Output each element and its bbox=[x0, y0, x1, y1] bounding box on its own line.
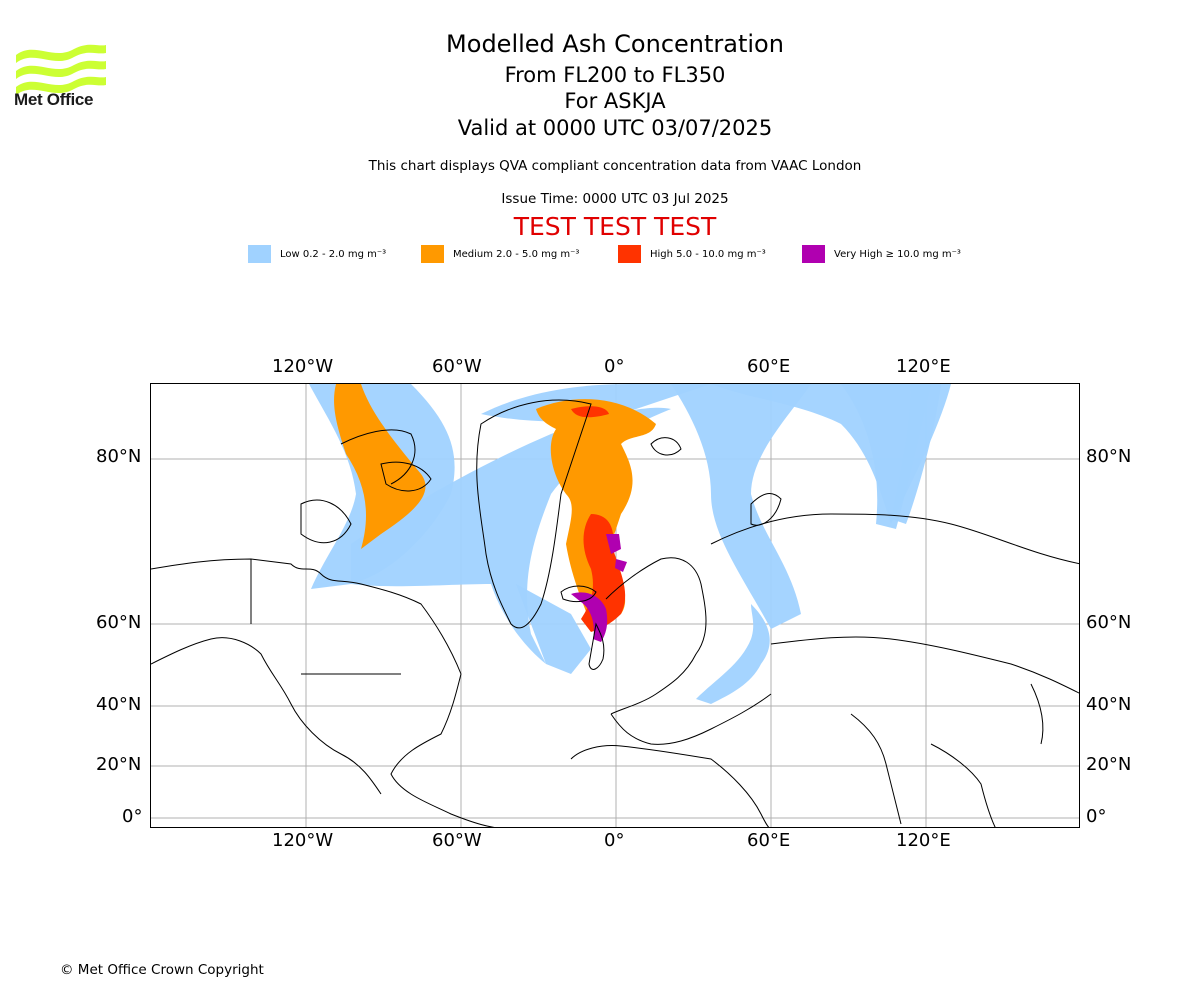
legend-swatch-medium bbox=[421, 245, 444, 263]
copyright-text: © Met Office Crown Copyright bbox=[60, 962, 264, 978]
lon-label-top-60e: 60°E bbox=[747, 356, 791, 377]
lat-label-right-0: 0° bbox=[1086, 806, 1107, 827]
lat-label-right-40n: 40°N bbox=[1086, 694, 1132, 715]
lat-label-right-80n: 80°N bbox=[1086, 446, 1132, 467]
map-coastlines bbox=[151, 399, 1079, 827]
lat-label-left-80n: 80°N bbox=[96, 446, 142, 467]
legend-swatch-very-high bbox=[802, 245, 825, 263]
lat-label-right-60n: 60°N bbox=[1086, 612, 1132, 633]
legend-item-very-high: Very High ≥ 10.0 mg m⁻³ bbox=[802, 244, 961, 264]
ash-map bbox=[150, 383, 1080, 828]
legend-swatch-high bbox=[618, 245, 641, 263]
subtitle-volcano: For ASKJA bbox=[564, 89, 666, 113]
met-office-logo-icon bbox=[16, 44, 106, 95]
chart-description: This chart displays QVA compliant concen… bbox=[368, 158, 862, 174]
legend-label-very-high: Very High ≥ 10.0 mg m⁻³ bbox=[834, 248, 961, 260]
lon-label-bottom-60w: 60°W bbox=[432, 830, 482, 851]
test-banner: TEST TEST TEST bbox=[513, 212, 717, 241]
legend-item-low: Low 0.2 - 2.0 mg m⁻³ bbox=[248, 244, 386, 264]
legend-item-medium: Medium 2.0 - 5.0 mg m⁻³ bbox=[421, 244, 579, 264]
ash-medium-concentration bbox=[334, 384, 656, 624]
lat-label-left-60n: 60°N bbox=[96, 612, 142, 633]
lon-label-bottom-120e: 120°E bbox=[896, 830, 951, 851]
lon-label-top-60w: 60°W bbox=[432, 356, 482, 377]
lat-label-left-0: 0° bbox=[122, 806, 143, 827]
lon-label-top-0: 0° bbox=[604, 356, 625, 377]
legend-swatch-low bbox=[248, 245, 271, 263]
lon-label-bottom-60e: 60°E bbox=[747, 830, 791, 851]
lon-label-top-120w: 120°W bbox=[272, 356, 334, 377]
ash-map-svg bbox=[151, 384, 1079, 827]
map-gridlines bbox=[151, 384, 1079, 827]
subtitle-flight-levels: From FL200 to FL350 bbox=[504, 63, 726, 87]
subtitle-valid-time: Valid at 0000 UTC 03/07/2025 bbox=[457, 116, 773, 140]
logo-text: Met Office bbox=[14, 90, 94, 109]
page-title: Modelled Ash Concentration bbox=[446, 30, 784, 58]
issue-time: Issue Time: 0000 UTC 03 Jul 2025 bbox=[501, 191, 729, 207]
lon-label-bottom-120w: 120°W bbox=[272, 830, 334, 851]
lat-label-left-20n: 20°N bbox=[96, 754, 142, 775]
legend-label-high: High 5.0 - 10.0 mg m⁻³ bbox=[650, 248, 766, 260]
lat-label-right-20n: 20°N bbox=[1086, 754, 1132, 775]
legend-label-low: Low 0.2 - 2.0 mg m⁻³ bbox=[280, 248, 387, 260]
legend-label-medium: Medium 2.0 - 5.0 mg m⁻³ bbox=[453, 248, 580, 260]
lon-label-bottom-0: 0° bbox=[604, 830, 625, 851]
lon-label-top-120e: 120°E bbox=[896, 356, 951, 377]
legend-item-high: High 5.0 - 10.0 mg m⁻³ bbox=[618, 244, 766, 264]
lat-label-left-40n: 40°N bbox=[96, 694, 142, 715]
